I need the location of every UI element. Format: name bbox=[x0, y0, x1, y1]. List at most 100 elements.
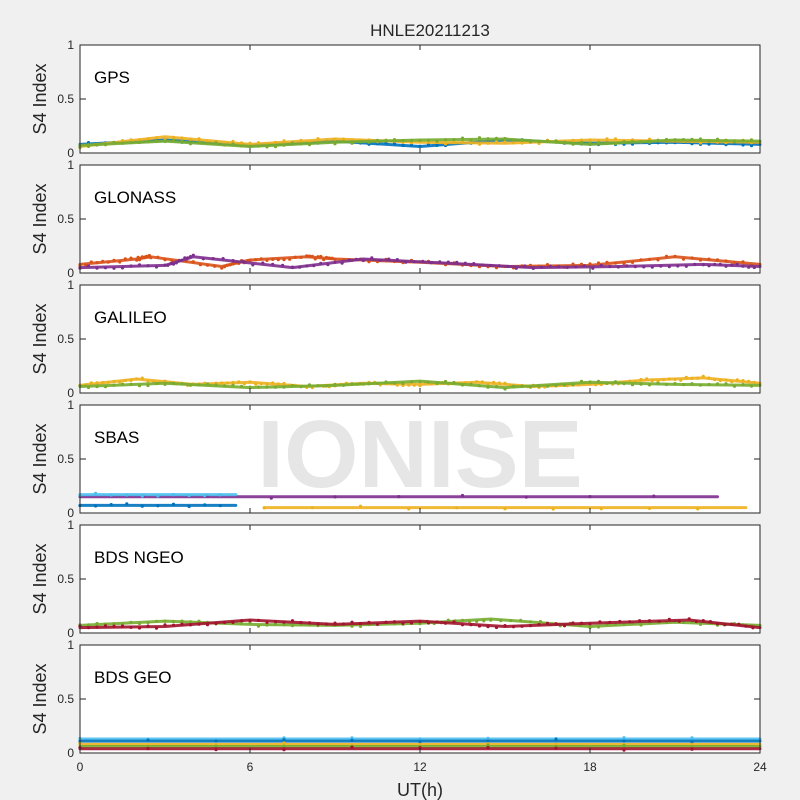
data-point bbox=[95, 385, 98, 388]
data-point bbox=[396, 258, 399, 261]
data-point bbox=[251, 263, 254, 266]
data-point bbox=[461, 623, 464, 626]
data-point bbox=[707, 258, 710, 261]
data-point bbox=[492, 381, 495, 384]
panel-glonass: 00.51GLONASSS4 Index bbox=[30, 158, 760, 280]
data-point bbox=[557, 265, 560, 268]
plot-area bbox=[80, 525, 760, 633]
data-point bbox=[486, 142, 489, 145]
data-point bbox=[656, 382, 659, 385]
panel-sbas: IONISE 0 0.5 1 SBAS S4 Index bbox=[30, 398, 760, 520]
data-point bbox=[435, 382, 438, 385]
data-point bbox=[240, 385, 243, 388]
data-point bbox=[486, 386, 489, 389]
data-point bbox=[180, 623, 183, 626]
data-point bbox=[257, 625, 260, 628]
data-point bbox=[699, 259, 702, 262]
data-point bbox=[94, 504, 97, 507]
data-point bbox=[231, 259, 234, 262]
data-point bbox=[455, 506, 458, 509]
data-point bbox=[282, 748, 285, 751]
data-point bbox=[331, 257, 334, 260]
data-point bbox=[537, 623, 540, 626]
data-point bbox=[243, 382, 246, 385]
y-tick-label: 1 bbox=[67, 158, 74, 172]
data-point bbox=[486, 746, 489, 749]
data-point bbox=[461, 137, 464, 140]
y-axis-label: S4 Index bbox=[30, 183, 50, 254]
data-point bbox=[447, 619, 450, 622]
data-point bbox=[291, 142, 294, 145]
data-point bbox=[155, 627, 158, 630]
data-point bbox=[265, 145, 268, 148]
data-point bbox=[226, 264, 229, 267]
data-point bbox=[197, 141, 200, 144]
y-tick-label: 0.5 bbox=[57, 332, 74, 346]
y-tick-label: 0.5 bbox=[57, 92, 74, 106]
data-point bbox=[248, 142, 251, 145]
data-point bbox=[341, 262, 344, 265]
data-point bbox=[622, 382, 625, 385]
data-point bbox=[254, 258, 257, 261]
data-point bbox=[634, 265, 637, 268]
data-point bbox=[622, 739, 625, 742]
data-point bbox=[656, 139, 659, 142]
data-point bbox=[452, 138, 455, 141]
data-point bbox=[138, 141, 141, 144]
data-point bbox=[741, 379, 744, 382]
data-point bbox=[226, 381, 229, 384]
data-point bbox=[639, 258, 642, 261]
data-point bbox=[112, 625, 115, 628]
data-point bbox=[682, 383, 685, 386]
data-point bbox=[495, 385, 498, 388]
data-point bbox=[529, 620, 532, 623]
data-point bbox=[563, 384, 566, 387]
data-point bbox=[141, 377, 144, 380]
data-point bbox=[156, 256, 159, 259]
figure-title: HNLE20211213 bbox=[370, 21, 490, 40]
data-point bbox=[299, 256, 302, 259]
y-tick-label: 1 bbox=[67, 398, 74, 412]
data-point bbox=[410, 139, 413, 142]
data-point bbox=[223, 384, 226, 387]
data-point bbox=[282, 738, 285, 741]
data-point bbox=[475, 380, 478, 383]
data-point bbox=[110, 493, 113, 496]
data-point bbox=[588, 142, 591, 145]
data-point bbox=[631, 383, 634, 386]
data-point bbox=[359, 382, 362, 385]
data-point bbox=[699, 623, 702, 626]
data-point bbox=[481, 263, 484, 266]
data-point bbox=[713, 378, 716, 381]
data-point bbox=[668, 618, 671, 621]
data-point bbox=[129, 379, 132, 382]
data-point bbox=[444, 142, 447, 145]
data-point bbox=[730, 263, 733, 266]
data-point bbox=[410, 621, 413, 624]
data-point bbox=[222, 257, 225, 260]
y-tick-label: 1 bbox=[67, 518, 74, 532]
data-point bbox=[333, 138, 336, 141]
data-point bbox=[121, 383, 124, 386]
data-point bbox=[169, 262, 172, 265]
data-point bbox=[495, 137, 498, 140]
y-axis-label: S4 Index bbox=[30, 423, 50, 494]
data-point bbox=[333, 383, 336, 386]
data-point bbox=[197, 623, 200, 626]
data-point bbox=[614, 262, 617, 265]
data-point bbox=[107, 261, 110, 264]
data-point bbox=[350, 621, 353, 624]
x-tick-label: 0 bbox=[77, 760, 84, 774]
data-point bbox=[396, 384, 399, 387]
data-point bbox=[707, 383, 710, 386]
data-point bbox=[240, 619, 243, 622]
data-point bbox=[95, 261, 98, 264]
data-point bbox=[478, 143, 481, 146]
data-point bbox=[724, 259, 727, 262]
data-point bbox=[413, 384, 416, 387]
data-point bbox=[614, 380, 617, 383]
data-point bbox=[662, 378, 665, 381]
data-point bbox=[418, 620, 421, 623]
data-point bbox=[141, 505, 144, 508]
data-point bbox=[452, 620, 455, 623]
